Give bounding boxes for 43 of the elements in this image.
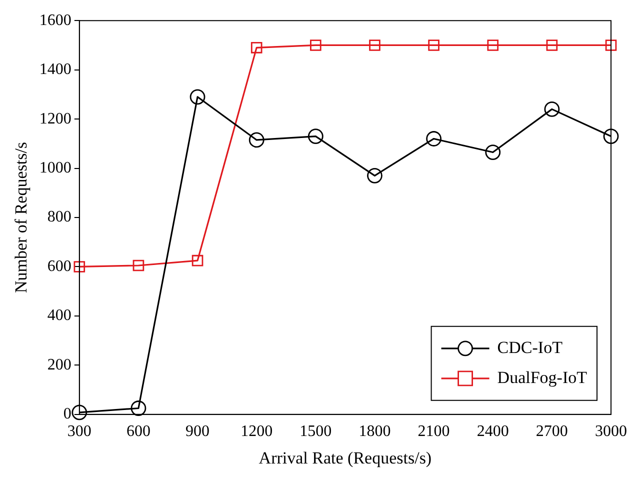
y-tick-label: 1600 (39, 12, 72, 29)
point (367, 168, 382, 184)
point (426, 131, 442, 146)
point (74, 261, 86, 272)
x-tick-label: 1500 (300, 423, 332, 440)
point (369, 40, 380, 51)
x-tick-label: 300 (67, 423, 92, 440)
x-tick-label: 1800 (358, 423, 391, 440)
y-tick-label: 200 (47, 356, 72, 374)
y-tick-label: 400 (47, 307, 72, 324)
point (546, 40, 558, 51)
x-tick-label: 2100 (418, 423, 450, 440)
point (308, 128, 324, 144)
point (605, 40, 617, 51)
point (544, 102, 560, 117)
point (250, 42, 262, 54)
point (248, 132, 264, 148)
y-tick-label: 1400 (39, 61, 72, 78)
x-tick-label: 600 (126, 423, 150, 440)
y-tick-label: 600 (47, 258, 72, 275)
legend-label: DualFog-IoT (497, 368, 588, 387)
point (130, 400, 146, 416)
y-tick-label: 0 (63, 406, 72, 423)
point (72, 404, 88, 420)
point (132, 260, 144, 272)
legend-label: CDC-IoT (497, 338, 564, 357)
point (190, 89, 206, 105)
point (310, 40, 322, 51)
y-axis-title: Number of Requests/s (12, 142, 31, 294)
x-tick-label: 3000 (595, 423, 627, 440)
point (192, 254, 204, 266)
x-tick-label: 2400 (476, 423, 509, 440)
point (428, 40, 440, 51)
x-tick-label: 900 (186, 423, 210, 440)
point (485, 144, 501, 160)
x-tick-label: 2700 (536, 423, 568, 440)
y-tick-label: 1000 (39, 159, 72, 176)
y-tick-label: 800 (47, 208, 72, 226)
point (603, 128, 619, 144)
x-axis-title: Arrival Rate (Requests/s) (258, 448, 432, 468)
x-tick-label: 1200 (240, 423, 273, 440)
y-tick-label: 1200 (39, 110, 72, 128)
point (487, 40, 499, 51)
